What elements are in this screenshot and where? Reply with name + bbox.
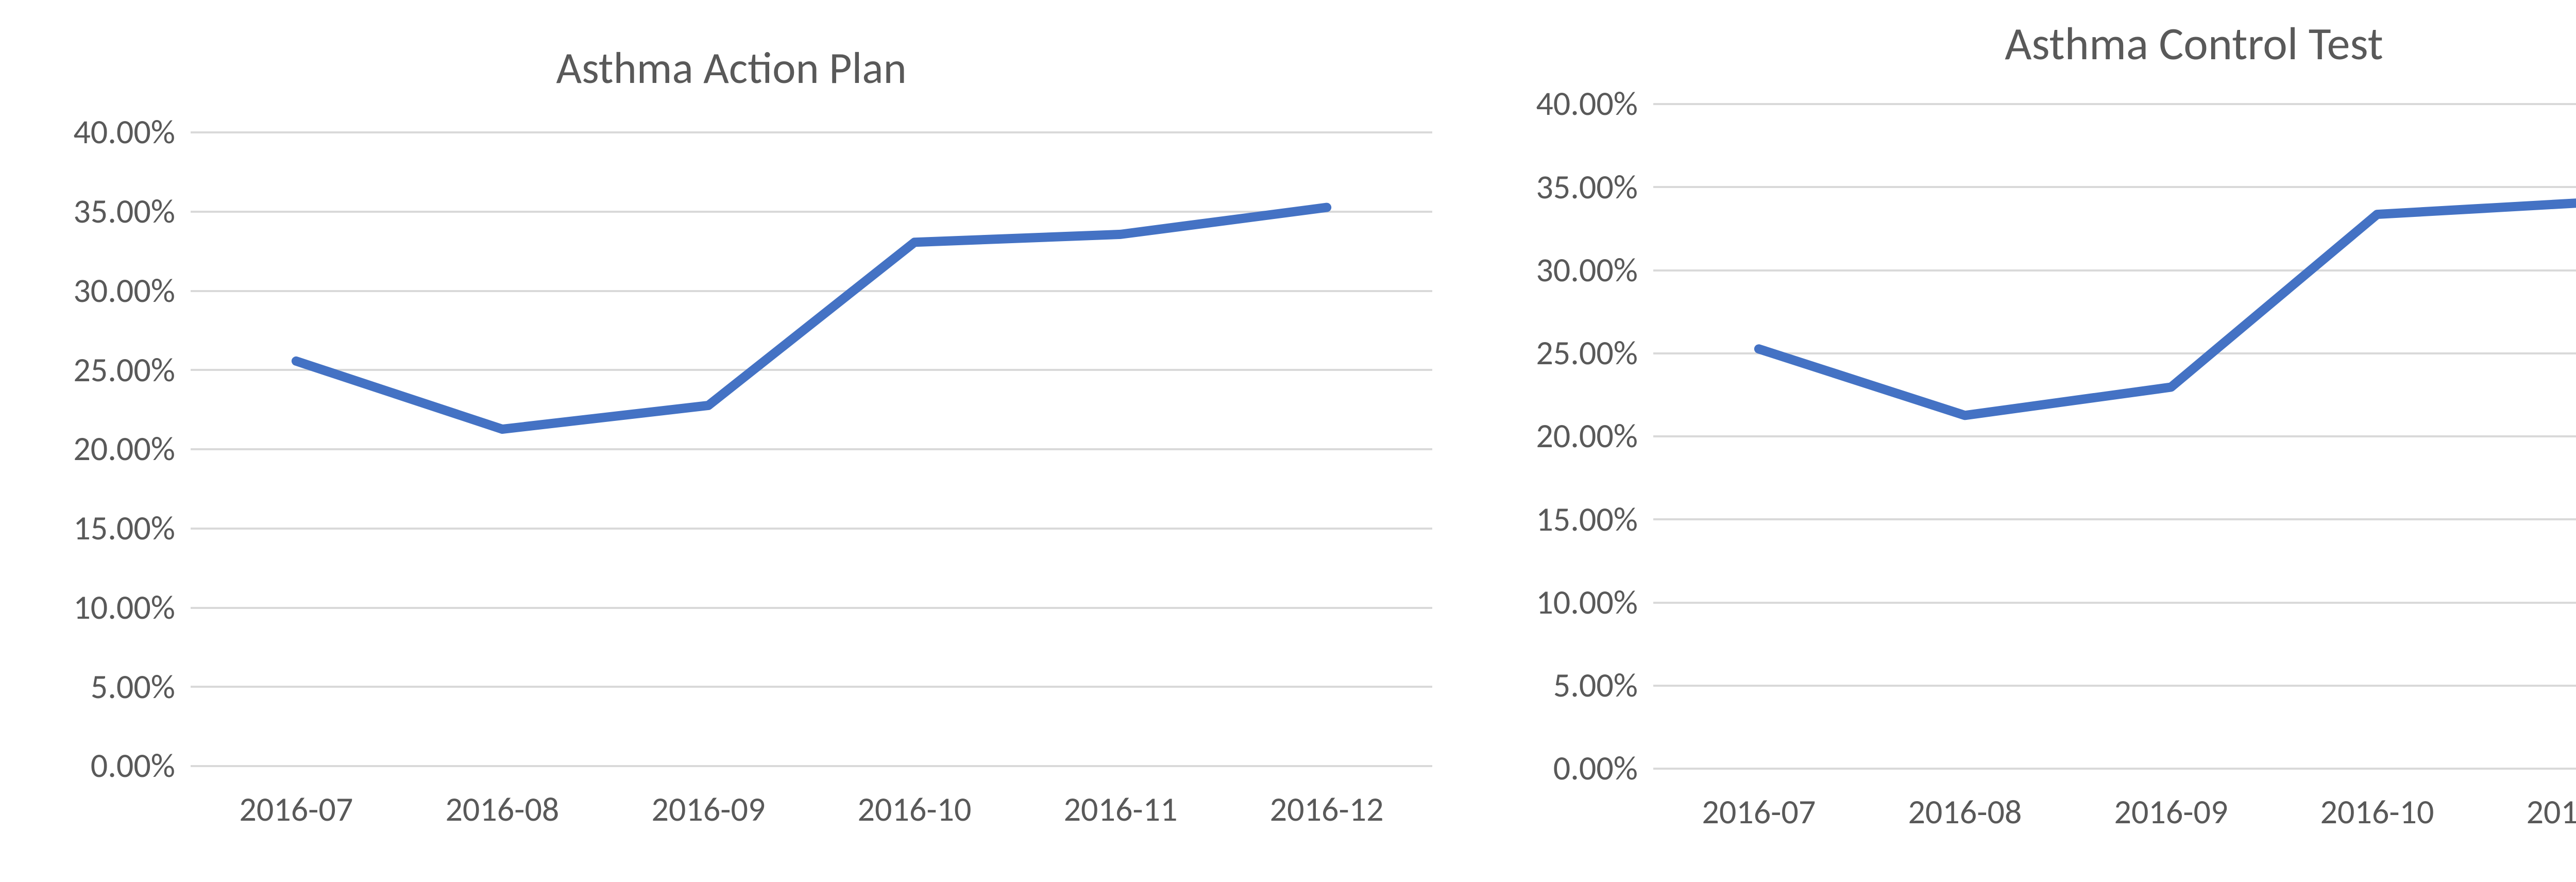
x-tick-label: 2016-10: [811, 788, 1018, 830]
plot-area-action-plan: 0.00%5.00%10.00%15.00%20.00%25.00%30.00%…: [191, 131, 1432, 765]
y-tick-label: 30.00%: [1483, 249, 1638, 291]
x-tick-label: 2016-12: [1224, 788, 1430, 830]
y-tick-label: 15.00%: [21, 507, 175, 549]
y-tick-label: 5.00%: [1483, 664, 1638, 706]
x-tick-label: 2016-10: [2274, 791, 2480, 833]
y-tick-label: 15.00%: [1483, 498, 1638, 540]
y-tick-label: 25.00%: [21, 349, 175, 391]
y-tick-label: 25.00%: [1483, 332, 1638, 374]
y-tick-label: 35.00%: [21, 190, 175, 232]
y-tick-label: 10.00%: [21, 586, 175, 628]
x-tick-label: 2016-08: [1862, 791, 2068, 833]
x-tick-label: 2016-11: [2480, 791, 2576, 833]
y-tick-label: 20.00%: [1483, 415, 1638, 456]
x-tick-label: 2016-11: [1018, 788, 1224, 830]
x-tick-label: 2016-09: [2068, 791, 2274, 833]
charts-row: Asthma Action Plan 0.00%5.00%10.00%15.00…: [0, 0, 2576, 882]
x-tick-label: 2016-07: [193, 788, 399, 830]
chart-panel-action-plan: Asthma Action Plan 0.00%5.00%10.00%15.00…: [0, 0, 1463, 882]
gridline: [191, 765, 1432, 767]
y-tick-label: 5.00%: [21, 666, 175, 707]
x-tick-label: 2016-08: [399, 788, 605, 830]
series-line: [1653, 103, 2576, 768]
y-tick-label: 0.00%: [21, 744, 175, 786]
chart-title-control-test: Asthma Control Test: [1463, 15, 2576, 72]
chart-panel-control-test: Asthma Control Test 0.00%5.00%10.00%15.0…: [1463, 0, 2576, 882]
series-line: [191, 131, 1432, 765]
chart-title-action-plan: Asthma Action Plan: [0, 41, 1463, 95]
y-tick-label: 35.00%: [1483, 166, 1638, 208]
y-tick-label: 40.00%: [21, 111, 175, 152]
y-tick-label: 20.00%: [21, 428, 175, 469]
x-tick-label: 2016-07: [1656, 791, 1862, 833]
y-tick-label: 0.00%: [1483, 747, 1638, 789]
plot-area-control-test: 0.00%5.00%10.00%15.00%20.00%25.00%30.00%…: [1653, 103, 2576, 768]
gridline: [1653, 768, 2576, 770]
x-tick-label: 2016-09: [605, 788, 811, 830]
y-tick-label: 10.00%: [1483, 581, 1638, 623]
y-tick-label: 40.00%: [1483, 82, 1638, 124]
y-tick-label: 30.00%: [21, 269, 175, 311]
